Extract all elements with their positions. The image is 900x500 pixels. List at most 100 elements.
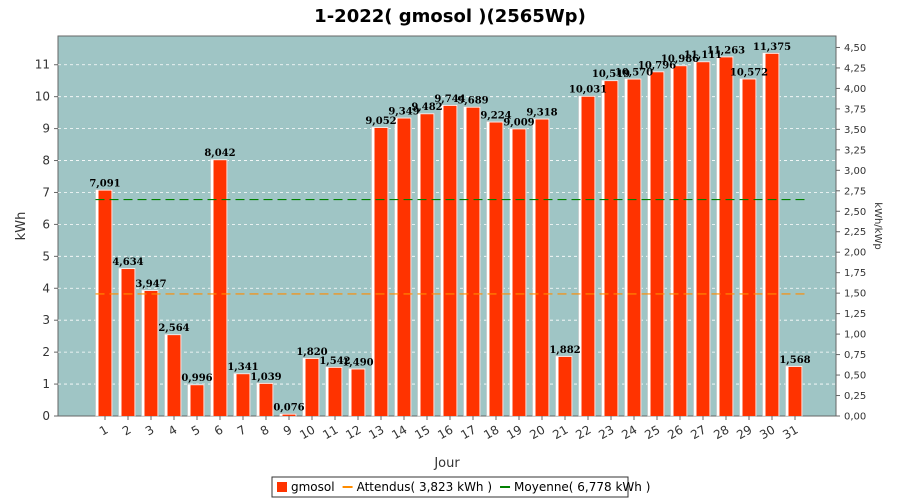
bar [374, 127, 388, 417]
data-label: 1,568 [779, 355, 810, 366]
data-label: 11,263 [707, 45, 745, 56]
bar-day-7 [233, 372, 251, 417]
x-tick-label: 6 [212, 422, 226, 438]
bar-day-23 [601, 79, 619, 417]
legend-item-0: gmosol [277, 480, 335, 494]
y-tick-label: 1 [42, 377, 50, 391]
bar [259, 383, 273, 416]
bar [190, 385, 204, 416]
bar [305, 358, 319, 416]
data-label: 10,572 [730, 67, 768, 78]
y2-tick-label: 0,25 [844, 391, 866, 402]
bar-day-30 [762, 52, 780, 417]
bar-day-17 [463, 106, 481, 417]
data-label: 11,111 [684, 50, 722, 61]
data-label: 7,091 [89, 179, 120, 190]
legend-item-1: Attendus( 3,823 kWh ) [342, 480, 492, 494]
y2-tick-label: 4,50 [844, 43, 866, 54]
bar-day-3 [141, 289, 159, 417]
x-axis-label: Jour [433, 456, 460, 471]
x-tick-label: 3 [143, 422, 157, 438]
data-label: 10,031 [569, 85, 607, 96]
y-tick-label: 8 [42, 154, 50, 168]
x-tick-label: 30 [757, 422, 777, 442]
bar [466, 107, 480, 416]
bar-day-27 [693, 60, 711, 417]
x-tick-label: 10 [297, 422, 317, 442]
bar-day-18 [486, 121, 504, 417]
bar [420, 114, 434, 417]
data-label: 0,076 [273, 403, 304, 414]
x-tick-label: 14 [389, 422, 409, 442]
data-label: 1,490 [342, 357, 373, 368]
bar [604, 81, 618, 417]
bar-day-26 [670, 64, 688, 417]
bar [121, 269, 135, 416]
bar [351, 369, 365, 416]
y2-tick-label: 1,75 [844, 268, 866, 279]
bar-day-29 [739, 78, 757, 417]
data-label: 4,634 [112, 257, 143, 268]
bar-day-4 [164, 333, 182, 417]
data-label: 9,689 [457, 96, 488, 107]
bar-day-24 [624, 78, 642, 417]
legend-label: Attendus( 3,823 kWh ) [357, 480, 492, 494]
bar [696, 62, 710, 417]
y-tick-label: 2 [42, 345, 50, 359]
x-tick-label: 11 [320, 422, 340, 442]
data-label: 10,519 [592, 69, 630, 80]
x-tick-label: 31 [780, 422, 800, 442]
data-label: 10,986 [661, 54, 699, 65]
y-tick-label: 0 [42, 409, 50, 423]
y2-tick-label: 4,00 [844, 84, 866, 95]
x-tick-label: 16 [435, 422, 455, 442]
bar-day-22 [578, 95, 596, 417]
x-tick-label: 2 [120, 422, 134, 438]
bar-day-5 [187, 383, 205, 417]
bar [742, 79, 756, 416]
x-tick-label: 15 [412, 422, 432, 442]
y2-tick-label: 1,25 [844, 309, 866, 320]
data-label: 11,375 [753, 42, 791, 53]
x-tick-label: 26 [665, 422, 685, 442]
bar-day-21 [555, 355, 573, 417]
legend-swatch [277, 482, 287, 492]
bar [535, 119, 549, 417]
bar [213, 160, 227, 416]
x-tick-label: 22 [573, 422, 593, 442]
bar-day-12 [348, 368, 366, 417]
data-label: 8,042 [204, 148, 235, 159]
x-tick-label: 19 [504, 422, 524, 442]
y-tick-label: 6 [42, 217, 50, 231]
x-tick-label: 9 [281, 422, 295, 438]
data-label: 9,482 [411, 102, 442, 113]
x-tick-label: 25 [642, 422, 662, 442]
y-tick-label: 11 [35, 58, 50, 72]
y-tick-label: 3 [42, 313, 50, 327]
bar [489, 122, 503, 417]
y2-tick-label: 2,00 [844, 248, 866, 259]
bar [558, 356, 572, 416]
axes: 012345678910110,000,250,500,751,001,251,… [35, 43, 867, 442]
y2-tick-label: 0,00 [844, 412, 866, 423]
x-tick-label: 1 [97, 422, 111, 438]
bar [719, 57, 733, 416]
x-tick-label: 27 [688, 422, 708, 442]
x-tick-label: 28 [711, 422, 731, 442]
x-tick-label: 23 [596, 422, 616, 442]
bar [98, 190, 112, 416]
x-tick-label: 18 [481, 422, 501, 442]
y2-tick-label: 2,75 [844, 186, 866, 197]
bar [765, 53, 779, 416]
bar [236, 374, 250, 416]
bar [282, 414, 296, 416]
x-tick-label: 20 [527, 422, 547, 442]
y-tick-label: 9 [42, 122, 50, 136]
y2-tick-label: 0,50 [844, 371, 866, 382]
y2-tick-label: 3,50 [844, 125, 866, 136]
y-tick-label: 4 [42, 281, 50, 295]
y2-tick-label: 4,25 [844, 63, 866, 74]
reference-lines [95, 198, 805, 295]
y-tick-label: 5 [42, 249, 50, 263]
